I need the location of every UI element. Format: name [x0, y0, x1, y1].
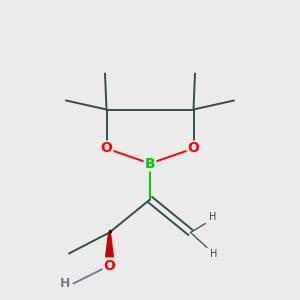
Text: H: H [208, 212, 216, 222]
Text: O: O [100, 142, 112, 155]
Polygon shape [105, 232, 114, 266]
Text: O: O [103, 259, 116, 272]
Text: H: H [210, 249, 218, 259]
Text: B: B [145, 157, 155, 170]
Text: H: H [60, 277, 70, 290]
Text: O: O [188, 142, 200, 155]
